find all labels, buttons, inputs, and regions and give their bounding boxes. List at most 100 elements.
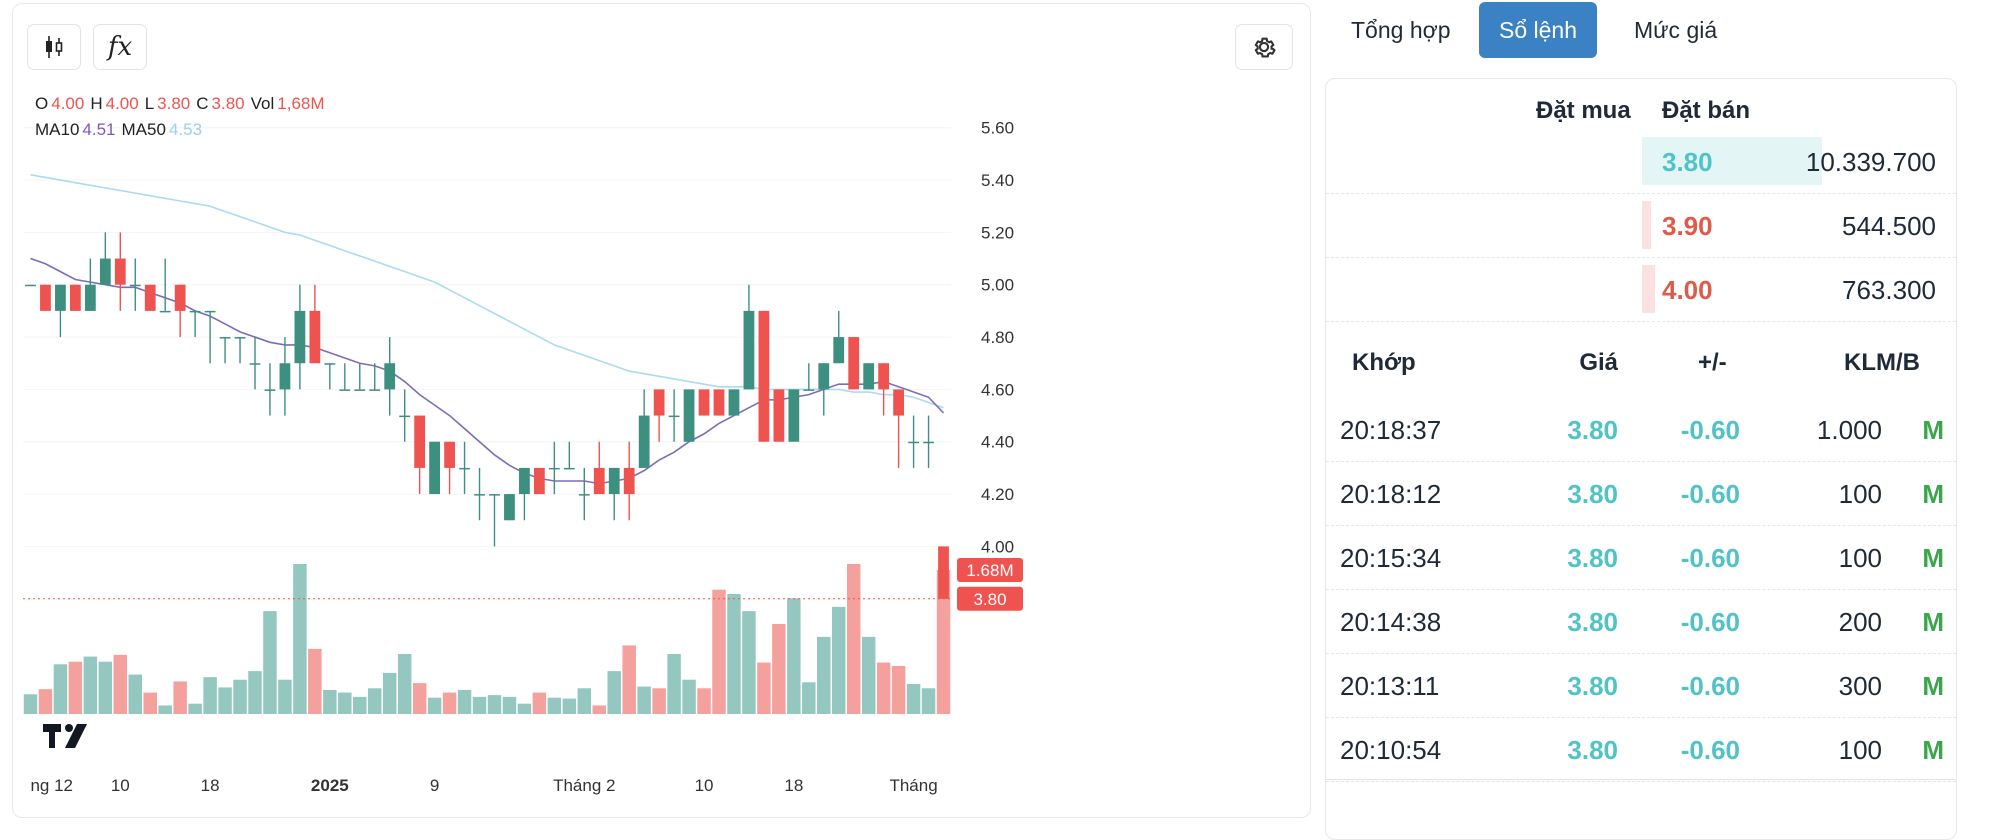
volume-bar <box>412 683 427 714</box>
trades-volume-header: KLM/B <box>1844 349 1920 376</box>
volume-bar <box>487 695 502 714</box>
volume-bar <box>263 611 277 714</box>
trades-price-header: Giá <box>1579 349 1618 376</box>
candle-body <box>923 441 934 444</box>
open-value: 4.00 <box>51 94 85 113</box>
volume-bar <box>323 690 337 714</box>
trade-side: M <box>1922 415 1944 445</box>
ma50-line <box>30 174 944 409</box>
candle-body <box>548 467 560 470</box>
volume-bar <box>682 679 696 714</box>
volume-bar <box>278 679 292 714</box>
tab-price-levels[interactable]: Mức giá <box>1634 17 1718 43</box>
trades-time-header: Khớp <box>1352 349 1416 376</box>
trades-change-header: +/- <box>1698 349 1727 376</box>
candle-body <box>638 415 650 468</box>
candle-body <box>55 284 66 311</box>
tab-orderbook[interactable]: Sổ lệnh <box>1479 2 1597 58</box>
volume-bar <box>577 688 592 714</box>
volume-bar <box>637 686 651 714</box>
trade-time: 20:15:34 <box>1340 543 1442 573</box>
trade-side: M <box>1922 543 1944 573</box>
trade-change: -0.60 <box>1680 671 1740 701</box>
ma50-label: MA50 <box>121 120 166 139</box>
current-volume-badge <box>957 558 1023 582</box>
volume-bar <box>891 666 906 714</box>
candle-body <box>728 389 740 416</box>
ask-volume: 763.300 <box>1842 275 1936 305</box>
volume-bar <box>83 656 98 714</box>
volume-bar <box>787 598 801 714</box>
candle-body <box>129 284 141 287</box>
x-tick-label: Tháng 2 <box>553 776 615 795</box>
chart-panel[interactable]: 5.60 5.40 5.20 5.00 4.80 4.60 4.40 4.20 4.00 3.80… <box>12 3 1311 818</box>
volume-bar <box>53 664 68 714</box>
trade-change: -0.60 <box>1680 543 1740 573</box>
candle-body <box>40 284 51 311</box>
candle-body <box>863 363 875 390</box>
trade-row: 20:15:34 3.80 -0.60 100 M <box>1326 525 1956 590</box>
ask-row[interactable]: 4.00 763.300 <box>1326 257 1956 322</box>
ma10-value: 4.51 <box>82 120 116 139</box>
gear-icon <box>1254 37 1276 58</box>
open-label: O <box>35 94 49 113</box>
candle-body <box>84 284 96 311</box>
volume-bar <box>697 688 711 714</box>
trade-row: 20:13:11 3.80 -0.60 300 M <box>1326 653 1956 718</box>
volume-bar <box>442 692 457 714</box>
volume-bar <box>472 696 487 714</box>
candle-body <box>339 389 351 391</box>
trade-time: 20:13:11 <box>1340 671 1440 701</box>
volume-bar <box>772 624 786 714</box>
trade-time: 20:10:54 <box>1340 735 1442 765</box>
candlestick-button[interactable] <box>27 24 81 70</box>
ask-row[interactable]: 3.80 10.339.700 <box>1326 129 1956 194</box>
y-tick-label: 4.80 <box>981 328 1014 347</box>
y-tick-label: 5.40 <box>981 171 1014 190</box>
current-price-label: 3.80 <box>973 590 1006 609</box>
close-value: 3.80 <box>211 94 245 113</box>
trade-row: 20:18:12 3.80 -0.60 100 M <box>1326 461 1956 526</box>
candle-body <box>249 363 261 365</box>
candle-body <box>713 389 725 416</box>
candle-body <box>174 284 186 311</box>
candle-body <box>563 467 575 470</box>
candle-body <box>25 284 36 287</box>
indicators-button[interactable]: fx <box>93 24 147 70</box>
candle-body <box>878 363 890 390</box>
current-volume-label: 1.68M <box>966 561 1013 580</box>
volume-bar <box>427 697 442 714</box>
low-label: L <box>144 94 155 113</box>
candle-body <box>144 284 156 311</box>
trade-side: M <box>1922 479 1944 509</box>
volume-bar <box>757 662 771 714</box>
volume-bar <box>338 692 352 714</box>
trade-price: 3.80 <box>1567 735 1618 765</box>
candle-body <box>204 310 216 313</box>
trade-volume: 300 <box>1838 671 1882 701</box>
chart-settings-button[interactable] <box>1235 24 1293 70</box>
candle-body <box>818 363 830 390</box>
trade-price: 3.80 <box>1567 415 1618 445</box>
trade-side: M <box>1922 671 1944 701</box>
candle-body <box>803 389 815 391</box>
x-tick-label: 10 <box>695 776 714 795</box>
candle-body <box>668 415 680 418</box>
trade-volume: 200 <box>1838 607 1882 637</box>
candlestick-icon <box>46 36 63 58</box>
candle-body <box>533 467 545 495</box>
volume-label: Vol <box>250 94 275 113</box>
tab-summary[interactable]: Tổng hợp <box>1351 17 1451 43</box>
volume-bar <box>876 662 891 714</box>
volume-bar <box>742 611 756 714</box>
candle-body <box>758 310 770 442</box>
price-chart[interactable]: 5.60 5.40 5.20 5.00 4.80 4.60 4.40 4.20 4.00 3.80… <box>13 4 1310 817</box>
candle-body <box>294 310 306 364</box>
volume-bar <box>203 677 217 714</box>
x-tick-label: Tháng <box>889 776 937 795</box>
candle-body <box>653 389 665 416</box>
volume-bar <box>802 682 816 714</box>
volume-bar <box>397 654 412 714</box>
volume-bar <box>128 674 142 714</box>
ask-row[interactable]: 3.90 544.500 <box>1326 193 1956 258</box>
